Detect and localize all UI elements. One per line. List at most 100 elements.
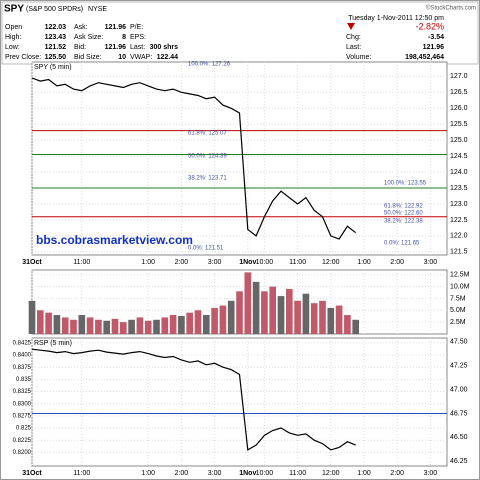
quote-value: 121.96 [105,44,127,51]
y-tick-label: 124.5 [450,153,468,160]
volume-bar [28,300,36,334]
volume-bar [186,312,194,334]
y-tick-label: 123.5 [450,185,468,192]
y2-tick-label: 47.25 [450,363,468,370]
quote-value: 10 [118,54,126,61]
fib-label: 61.8%: 125.07 [188,131,227,137]
panel-title: SPY (5 min) [34,64,72,71]
volume-bar [53,315,61,334]
volume-bar [310,303,318,334]
volume-bar [277,296,285,334]
volume-bar [61,317,69,334]
quote-value: 123.43 [45,34,67,41]
volume-bar [161,317,169,334]
quote-value: 122.03 [45,24,67,31]
fib-label: 50.0%: 122.60 [384,211,423,217]
stat-label: Chg: [346,34,361,41]
volume-bar [103,320,111,334]
volume-bar [269,286,277,334]
x-tick-label: 2:00 [175,470,189,477]
volume-bar [153,319,160,334]
symbol: SPY [4,4,24,15]
x-tick-label: 2:00 [390,259,404,266]
x-tick-label: 12:00 [322,259,340,266]
volume-bar [236,291,243,334]
y-tick-label: 127.0 [450,73,468,80]
quote-value: 125.50 [45,54,67,61]
fib-label: 50.0%: 124.39 [188,154,227,160]
y2-tick-label: 46.50 [450,434,468,441]
y-tick-label: 0.825 [16,426,32,432]
y2-tick-label: 46.75 [450,410,468,417]
date: Tuesday 1-Nov-2011 12:50 pm [348,15,444,22]
x-tick-label: 11:00 [289,259,306,266]
volume-bar [119,322,127,334]
volume-bar [219,305,227,334]
y-tick-label: 10.0M [450,283,470,290]
x-tick-label: 11:00 [73,259,90,266]
volume-bar [194,310,202,334]
x-tick-label: 1:00 [357,259,371,266]
y-tick-label: 0.8375 [13,365,32,371]
x-tick-label: 3:00 [208,259,222,266]
quote-value: 121.52 [45,44,67,51]
quote-label: Prev Close: [5,54,41,61]
stat-value: -3.54 [428,34,444,41]
quote-label: Bid: [74,44,86,51]
y-tick-label: 0.8200 [13,450,32,456]
volume-bar [70,319,77,334]
fib-label: 61.8%: 122.92 [384,204,423,210]
quote-label: Ask Size: [74,34,103,41]
volume-bar [252,281,260,334]
fib-label: 38.2%: 123.71 [188,176,227,182]
volume-bar [136,317,144,334]
panel [31,61,448,256]
source: ©StockCharts.com [426,5,476,12]
volume-bar [78,315,86,334]
down-arrow [347,23,355,30]
x-tick-label: 3:00 [424,259,438,266]
y-tick-label: 0.8425 [13,340,32,346]
y2-tick-label: 47.00 [450,386,468,393]
volume-bar [244,272,252,334]
y-tick-label: 123.0 [450,201,468,208]
x-tick-label: 12:00 [322,470,340,477]
fib-label: 100.0%: 123.55 [384,181,427,187]
y-tick-label: 0.8325 [13,389,32,395]
volume-bar [319,300,326,334]
quote-value: 122.44 [157,54,179,61]
y-tick-label: 2.5M [450,319,466,326]
panel [31,337,448,467]
x-tick-label: 3:00 [424,470,438,477]
quote-label: VWAP: [130,54,152,61]
quote-label: Open [5,24,22,31]
stat-label: Last: [346,44,361,51]
symbol-name: (S&P 500 SPDRs) [26,6,83,13]
price-line [31,77,357,240]
stat-label: Volume: [346,54,371,61]
volume-bar [227,300,235,334]
volume-bar [261,291,268,334]
change-pct: -2.82% [415,21,444,31]
volume-bar [294,300,301,334]
volume-bar [128,319,135,334]
y-tick-label: 0.8225 [13,438,32,444]
watermark: bbs.cobrasmarketview.com [36,233,193,247]
volume-bar [327,307,335,334]
exchange: NYSE [88,6,107,13]
y-tick-label: 7.5M [450,295,466,302]
quote-panel [1,1,479,65]
y-tick-label: 0.8300 [13,401,32,407]
volume-bar [144,320,152,334]
y-tick-label: 0.835 [16,377,32,383]
x-tick-label: 1Nov [239,470,256,477]
x-tick-label: 2:00 [390,470,404,477]
fib-label: 38.2%: 122.38 [384,219,423,225]
x-tick-label: 10:00 [256,259,274,266]
y-tick-label: 125.0 [450,137,468,144]
y2-tick-label: 46.25 [450,458,468,465]
y-tick-label: 124.0 [450,169,468,176]
x-tick-label: 1:00 [141,470,155,477]
y-tick-label: 12.5M [450,272,470,279]
